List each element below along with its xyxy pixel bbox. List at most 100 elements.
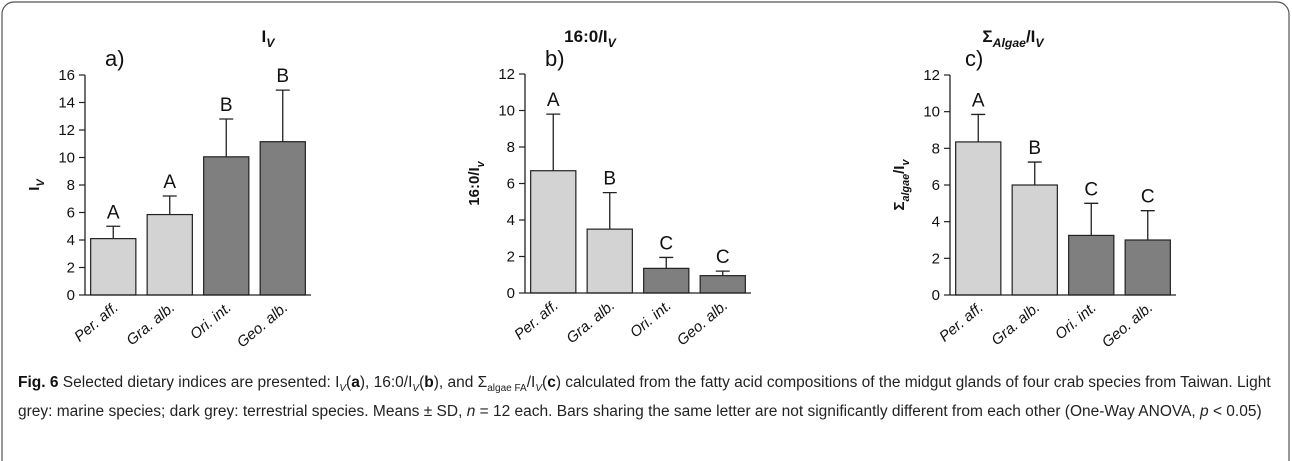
- y-tick-label: 14: [58, 95, 75, 112]
- error-bar: [275, 89, 290, 142]
- significance-letter: C: [1084, 179, 1098, 200]
- y-tick-label: 2: [507, 249, 515, 266]
- bar: [146, 213, 193, 296]
- x-tick-label: Per. aff.: [936, 299, 987, 345]
- y-tick-label: 6: [67, 205, 75, 222]
- x-tick-label: Geo. alb.: [234, 299, 292, 351]
- bar: [699, 275, 746, 294]
- bar: [1068, 234, 1115, 296]
- y-tick-label: 4: [67, 232, 75, 249]
- bar: [90, 238, 137, 296]
- caption-text: V: [412, 383, 420, 395]
- caption-text: Selected dietary indices are presented: …: [58, 374, 340, 391]
- caption-text: ) calculated from the fatty acid composi…: [18, 374, 1271, 420]
- y-axis-label: 16:0/Iv: [466, 160, 487, 205]
- x-tick-label: Gra. alb.: [988, 299, 1043, 349]
- significance-letter: C: [716, 247, 730, 268]
- significance-letter: A: [547, 90, 560, 111]
- caption-text: (: [419, 374, 425, 391]
- y-tick-label: 2: [67, 260, 75, 277]
- caption-text: Fig. 6: [18, 374, 59, 391]
- significance-letter: A: [972, 90, 985, 111]
- caption-text: n: [466, 402, 476, 420]
- text-part: I: [262, 27, 267, 46]
- error-bar: [546, 113, 561, 171]
- y-tick-label: 0: [932, 287, 940, 304]
- y-axis-label: IV: [26, 179, 47, 191]
- bar: [1011, 184, 1058, 296]
- y-tick-label: 10: [923, 104, 940, 121]
- text-part: 16:0/I: [564, 27, 607, 46]
- panel-label: c): [965, 46, 983, 71]
- x-tick-label: Ori. int.: [1052, 299, 1100, 343]
- x-tick-label: Ori. int.: [187, 299, 235, 343]
- y-tick-label: 0: [67, 287, 75, 304]
- caption-text: V: [535, 383, 543, 395]
- caption: Fig. 6 Selected dietary indices are pres…: [18, 372, 1280, 423]
- caption-text: V: [339, 383, 347, 395]
- error-bar: [659, 256, 674, 269]
- text-part: Σ: [982, 27, 992, 46]
- significance-letter: C: [659, 233, 673, 254]
- significance-letter: B: [276, 66, 289, 87]
- bar: [1124, 239, 1171, 296]
- error-bar: [1027, 161, 1042, 185]
- subscript: v: [475, 160, 487, 167]
- caption-text: algae FA: [487, 383, 527, 395]
- error-bar: [162, 195, 177, 215]
- y-tick-label: 10: [58, 150, 75, 167]
- error-bar: [971, 113, 986, 142]
- subscript: algae: [900, 174, 912, 202]
- text-part: I: [26, 187, 43, 191]
- chart-title: ΣAlgae/IV: [982, 27, 1045, 50]
- significance-letter: A: [107, 202, 120, 223]
- significance-letter: A: [163, 172, 176, 193]
- significance-letter: C: [1141, 187, 1155, 208]
- x-tick-label: Per. aff.: [511, 297, 562, 343]
- bar: [259, 141, 306, 296]
- caption-text: ), 16:0/I: [359, 374, 413, 391]
- caption-text: (: [346, 374, 352, 391]
- y-tick-label: 8: [67, 177, 75, 194]
- x-tick-label: Per. aff.: [71, 299, 122, 345]
- text-part: /I: [1026, 27, 1035, 46]
- caption-text: b: [424, 374, 434, 391]
- significance-letter: B: [603, 169, 616, 190]
- y-tick-label: 0: [507, 285, 515, 302]
- significance-letter: B: [1028, 138, 1041, 159]
- x-tick-label: Geo. alb.: [674, 297, 732, 349]
- subscript: Algae: [992, 36, 1027, 50]
- x-tick-label: Geo. alb.: [1099, 299, 1157, 351]
- y-tick-label: 6: [507, 176, 515, 193]
- caption-text: p: [1200, 402, 1209, 420]
- subscript: V: [35, 179, 47, 187]
- panel-label: a): [105, 46, 125, 71]
- y-tick-label: 12: [58, 122, 75, 139]
- caption-text: = 12 each. Bars sharing the same letter …: [475, 402, 1201, 420]
- y-tick-label: 8: [507, 139, 515, 156]
- bar: [203, 156, 250, 296]
- caption-text: ), and Σ: [433, 374, 488, 391]
- y-tick-label: 16: [58, 67, 75, 84]
- significance-letter: B: [220, 95, 233, 116]
- caption-text: c: [547, 374, 556, 391]
- caption-text: < 0.05): [1208, 402, 1262, 420]
- text-part: Σ: [891, 201, 908, 210]
- bar: [955, 141, 1002, 296]
- x-tick-label: Ori. int.: [627, 297, 675, 341]
- subscript: V: [1035, 36, 1045, 50]
- x-tick-label: Gra. alb.: [563, 297, 618, 347]
- chart-title: 16:0/IV: [564, 27, 617, 50]
- y-tick-label: 8: [932, 140, 940, 157]
- x-tick-label: Gra. alb.: [123, 299, 178, 349]
- error-bar: [602, 191, 617, 230]
- subscript: V: [608, 36, 618, 50]
- caption-text: (: [542, 374, 548, 391]
- subscript: V: [266, 36, 276, 50]
- bar: [530, 170, 577, 294]
- error-bar: [1140, 210, 1155, 240]
- error-bar: [106, 225, 121, 239]
